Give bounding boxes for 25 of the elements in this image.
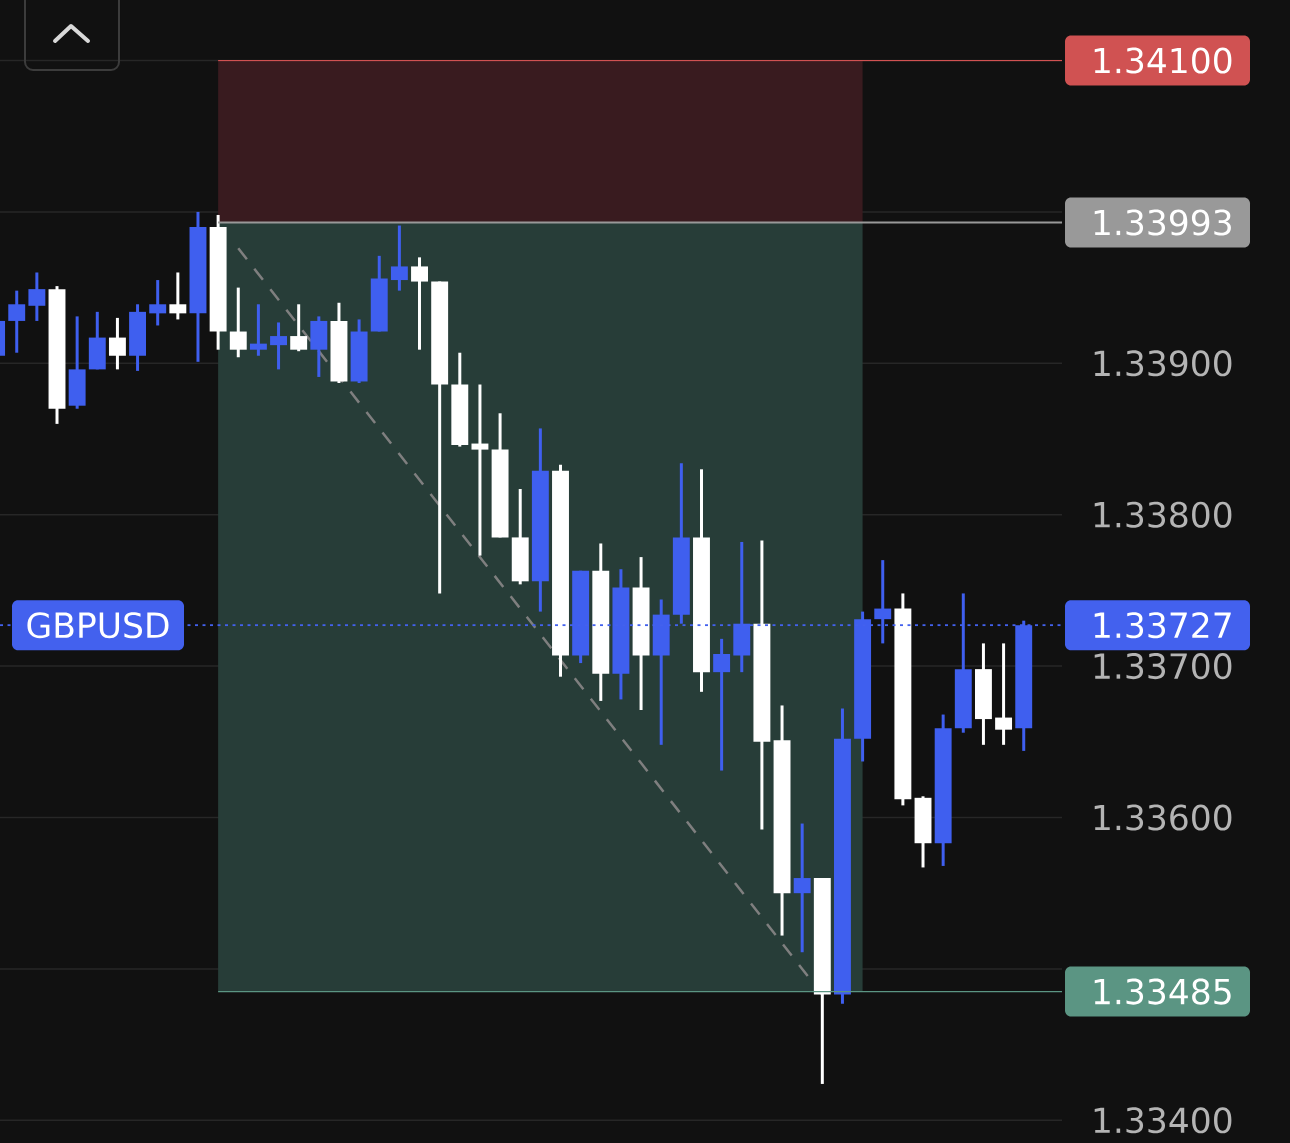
y-tick-label: 1.33800 — [1094, 501, 1232, 528]
annotation: GBPUSD — [27, 612, 169, 639]
ref-line-label: 1.33727 — [1094, 612, 1231, 639]
candlestick — [713, 637, 731, 771]
candlestick — [793, 823, 811, 954]
candlestick — [229, 287, 247, 358]
candlestick — [411, 257, 428, 350]
candlestick — [249, 304, 267, 356]
ref-line-label: 1.33993 — [1094, 209, 1231, 236]
ref-line-label: 1.33485 — [1094, 978, 1231, 1005]
ref-line-label: 1.34100 — [1094, 47, 1232, 74]
candlestick — [270, 322, 287, 370]
y-tick-label: 1.33700 — [1094, 653, 1232, 680]
candlestick — [108, 316, 126, 370]
candlestick — [471, 384, 489, 556]
candlestick — [390, 225, 408, 291]
y-tick-label: 1.33400 — [1094, 1107, 1232, 1134]
candlestick — [8, 290, 26, 353]
candlestick — [995, 643, 1013, 745]
candlestick — [149, 280, 167, 326]
candlestick — [28, 272, 46, 321]
y-tick-label: 1.33600 — [1094, 804, 1232, 831]
candlestick — [169, 272, 187, 320]
candlestick — [290, 304, 308, 353]
y-tick-label: 1.33900 — [1094, 350, 1232, 377]
